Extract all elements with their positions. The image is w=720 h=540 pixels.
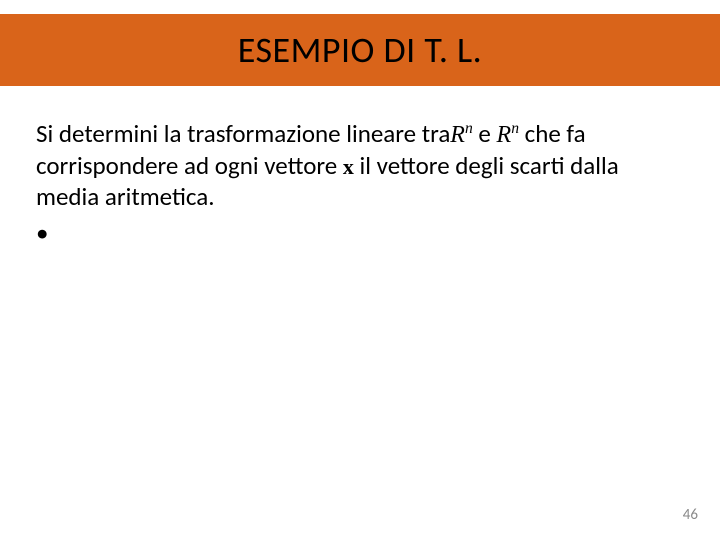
title-bar: ESEMPIO DI T. L. [0, 14, 720, 86]
rn1-sup: n [465, 120, 473, 137]
slide-title: ESEMPIO DI T. L. [238, 28, 483, 72]
page-number: 46 [683, 506, 698, 524]
vector-x-symbol: x [343, 154, 354, 179]
body-seg2: e [473, 118, 497, 149]
rn2-sup: n [511, 120, 519, 137]
rn1-base: R [450, 122, 465, 148]
body-text-block: Si determini la trasformazione lineare t… [36, 118, 686, 248]
rn-symbol-1: Rn [450, 122, 472, 148]
body-seg1: Si determini la trasformazione lineare t… [36, 118, 450, 149]
rn-symbol-2: Rn [497, 122, 519, 148]
rn2-base: R [497, 122, 512, 148]
bullet-point: • [36, 217, 686, 248]
